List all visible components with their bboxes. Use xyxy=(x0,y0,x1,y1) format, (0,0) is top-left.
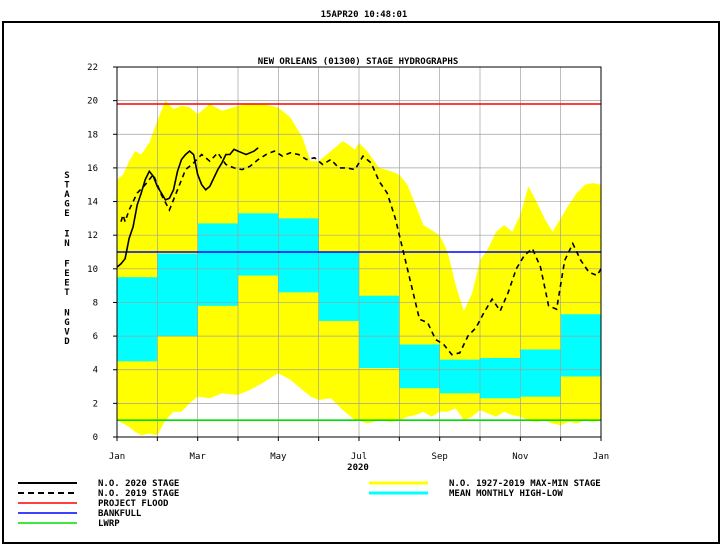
series-n-o-2019-stage xyxy=(120,150,602,356)
monthly-high-low-bar xyxy=(520,349,561,397)
y-label-letter: V xyxy=(64,328,70,338)
y-tick-label: 12 xyxy=(87,231,98,241)
y-tick-label: 2 xyxy=(93,399,98,409)
chart-title: NEW ORLEANS (01300) STAGE HYDROGRAPHS xyxy=(258,57,458,67)
legend-label: BANKFULL xyxy=(98,509,142,519)
monthly-high-low-bar xyxy=(439,359,480,394)
y-tick-label: 10 xyxy=(87,265,98,275)
x-tick-label: Nov xyxy=(512,452,528,462)
legend-label: LWRP xyxy=(98,519,120,529)
y-tick-label: 16 xyxy=(87,164,98,174)
y-tick-label: 4 xyxy=(93,366,98,376)
y-label-letter: D xyxy=(64,337,70,347)
y-tick-label: 22 xyxy=(87,63,98,73)
x-tick-label: Sep xyxy=(432,452,448,462)
legend-label: N.O. 2019 STAGE xyxy=(98,489,179,499)
y-tick-label: 8 xyxy=(93,298,98,308)
timestamp: 15APR20 10:48:01 xyxy=(321,10,408,20)
axes: 0 2 4 6 8 10 12 14 16 18 20 22 Jan Mar May Jul Sep Nov Jan xyxy=(87,63,609,462)
x-tick-label: May xyxy=(270,452,287,462)
monthly-high-low-bar xyxy=(278,218,319,293)
x-tick-label: Mar xyxy=(190,452,207,462)
y-label-letter: T xyxy=(64,288,70,298)
legend-label: N.O. 2020 STAGE xyxy=(98,479,179,489)
monthly-high-low-bar xyxy=(359,295,400,369)
y-label-letter: E xyxy=(64,279,69,289)
monthly-high-low-bar xyxy=(117,277,158,362)
legend-label: PROJECT FLOOD xyxy=(98,499,169,509)
y-label-letter: N xyxy=(64,309,69,319)
y-label-letter: G xyxy=(64,200,69,210)
y-label-letter: S xyxy=(64,171,69,181)
x-tick-label: Jan xyxy=(109,452,125,462)
y-label-letter: G xyxy=(64,318,69,328)
monthly-high-low-bar xyxy=(157,253,198,337)
x-axis-label: 2020 xyxy=(347,463,369,473)
y-label-letter: E xyxy=(64,269,69,279)
plot-area xyxy=(116,66,602,438)
y-tick-label: 18 xyxy=(87,130,98,140)
monthly-high-low-bar xyxy=(560,314,601,377)
series-n-o-2020-stage xyxy=(116,147,259,268)
monthly-high-low-bar xyxy=(318,252,359,321)
y-label-letter: F xyxy=(64,260,69,270)
y-label-letter: T xyxy=(64,181,70,191)
y-tick-label: 20 xyxy=(87,97,98,107)
y-tick-label: 0 xyxy=(93,433,98,443)
y-label-letter: A xyxy=(64,190,70,200)
monthly-high-low-bar xyxy=(238,213,279,276)
y-tick-label: 6 xyxy=(93,332,98,342)
legend-label: MEAN MONTHLY HIGH-LOW xyxy=(449,489,563,499)
y-label-letter: E xyxy=(64,209,69,219)
y-tick-label: 14 xyxy=(87,198,98,208)
x-tick-label: Jan xyxy=(593,452,609,462)
monthly-high-low-bar xyxy=(480,357,521,399)
y-label-letter: I xyxy=(64,230,69,240)
monthly-high-low-bar xyxy=(197,223,238,306)
figure-frame xyxy=(2,21,720,544)
legend-label: N.O. 1927-2019 MAX-MIN STAGE xyxy=(449,479,601,489)
y-label-letter: N xyxy=(64,239,69,249)
x-tick-label: Jul xyxy=(351,452,367,462)
monthly-high-low-bar xyxy=(399,344,440,389)
